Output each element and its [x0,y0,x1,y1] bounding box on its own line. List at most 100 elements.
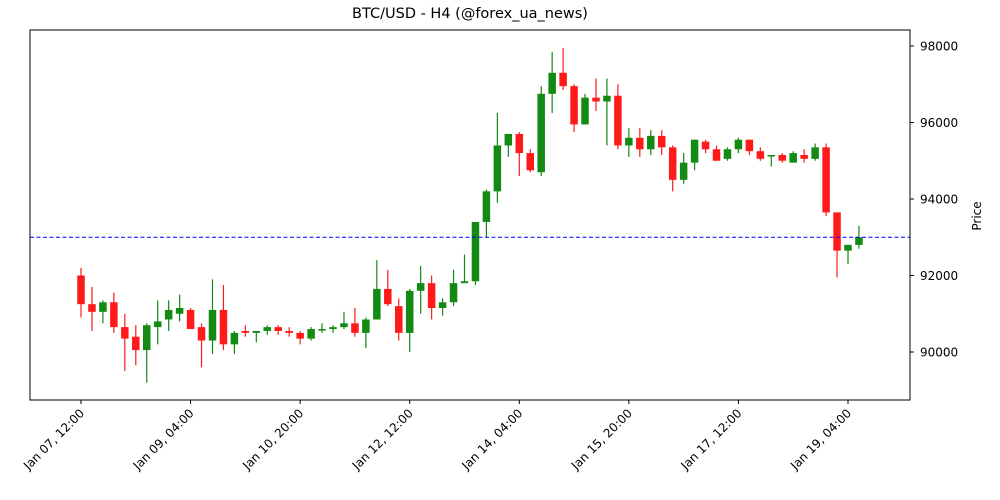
candle [274,325,282,335]
x-tick-label: Jan 15, 20:00 [568,406,635,473]
candle [142,323,151,383]
candle [110,292,118,333]
candle-body [77,275,85,305]
candle [504,133,513,157]
candle [800,149,808,163]
candle [723,147,732,161]
candle [614,84,622,150]
candle-body [603,95,611,102]
candle [778,153,787,163]
candle [132,325,140,366]
candle [263,325,272,335]
candle [745,139,754,156]
candle-body [318,329,326,331]
candle-body [592,97,600,102]
candle-body [362,319,370,333]
candle [351,308,359,337]
candle-body [559,72,567,87]
candle [581,93,589,125]
candle-body [110,302,118,328]
candle-body [307,329,315,339]
candle-body [515,133,524,154]
y-axis: 90000 92000 94000 96000 98000 [910,40,958,360]
candle-body [636,137,644,150]
candle [603,78,611,146]
candle-body [811,147,819,159]
candle-body [252,330,261,333]
candle-body [285,330,293,333]
candle [460,254,469,284]
candle [230,330,239,354]
candle [318,323,326,333]
candle-body [756,151,765,159]
candle [88,286,96,331]
x-tick-label: Jan 09, 04:00 [130,406,197,473]
candle [493,112,502,203]
candle [252,330,261,343]
candle [384,269,392,307]
candle-body [657,135,666,148]
candle [153,300,162,345]
x-tick-label: Jan 07, 12:00 [20,406,87,473]
candle [329,325,337,333]
candle-body [625,137,633,146]
y-tick-label: 94000 [920,193,958,207]
candle-body [263,327,272,331]
candle [701,139,710,154]
candle-body [153,321,162,328]
candle-body [778,155,787,161]
x-tick-label: Jan 12, 12:00 [349,406,416,473]
candle [767,155,776,167]
y-tick-label: 90000 [920,346,958,360]
candle-body [132,336,140,351]
candle [592,78,600,112]
y-tick-label: 98000 [920,40,958,54]
candle-body [427,283,436,309]
candle [285,327,293,337]
candle [789,151,797,163]
candle [734,137,743,154]
candle [657,130,666,156]
candle-body [395,306,403,333]
x-tick-label: Jan 19, 04:00 [787,406,854,473]
plot-frame [29,29,911,401]
candle [77,267,85,318]
candle [515,132,524,177]
candle [373,260,381,320]
candle-body [690,139,699,163]
candle [197,323,206,368]
candle-body [855,237,863,245]
candle-body [351,323,359,333]
candle-body [833,212,841,251]
candle-body [274,327,282,331]
candle [307,327,315,341]
candle-body [329,327,337,330]
candle-body [296,332,304,339]
candle [647,130,655,156]
x-axis: Jan 07, 12:00 Jan 09, 04:00 Jan 10, 20:00 J… [20,400,854,473]
candle-body [723,149,732,159]
candle [811,143,819,161]
candle [340,311,348,330]
candle-body [493,145,502,192]
y-tick-label: 92000 [920,269,958,283]
candle-body [230,332,239,345]
candle [537,86,545,177]
candle-body [581,97,589,125]
candle [164,300,173,331]
candle-body [142,325,151,351]
candle [405,288,414,352]
candle [636,128,644,157]
candle [679,153,688,184]
candle-body [504,133,513,146]
candle-body [701,141,710,150]
candle-body [789,153,797,163]
candle [822,143,830,217]
candle-body [99,302,107,312]
candle-body [745,139,754,152]
candle [548,51,556,113]
candle-body [734,139,743,150]
candle-body [416,283,425,291]
candle-body [712,149,721,161]
x-tick-label: Jan 10, 20:00 [239,406,306,473]
